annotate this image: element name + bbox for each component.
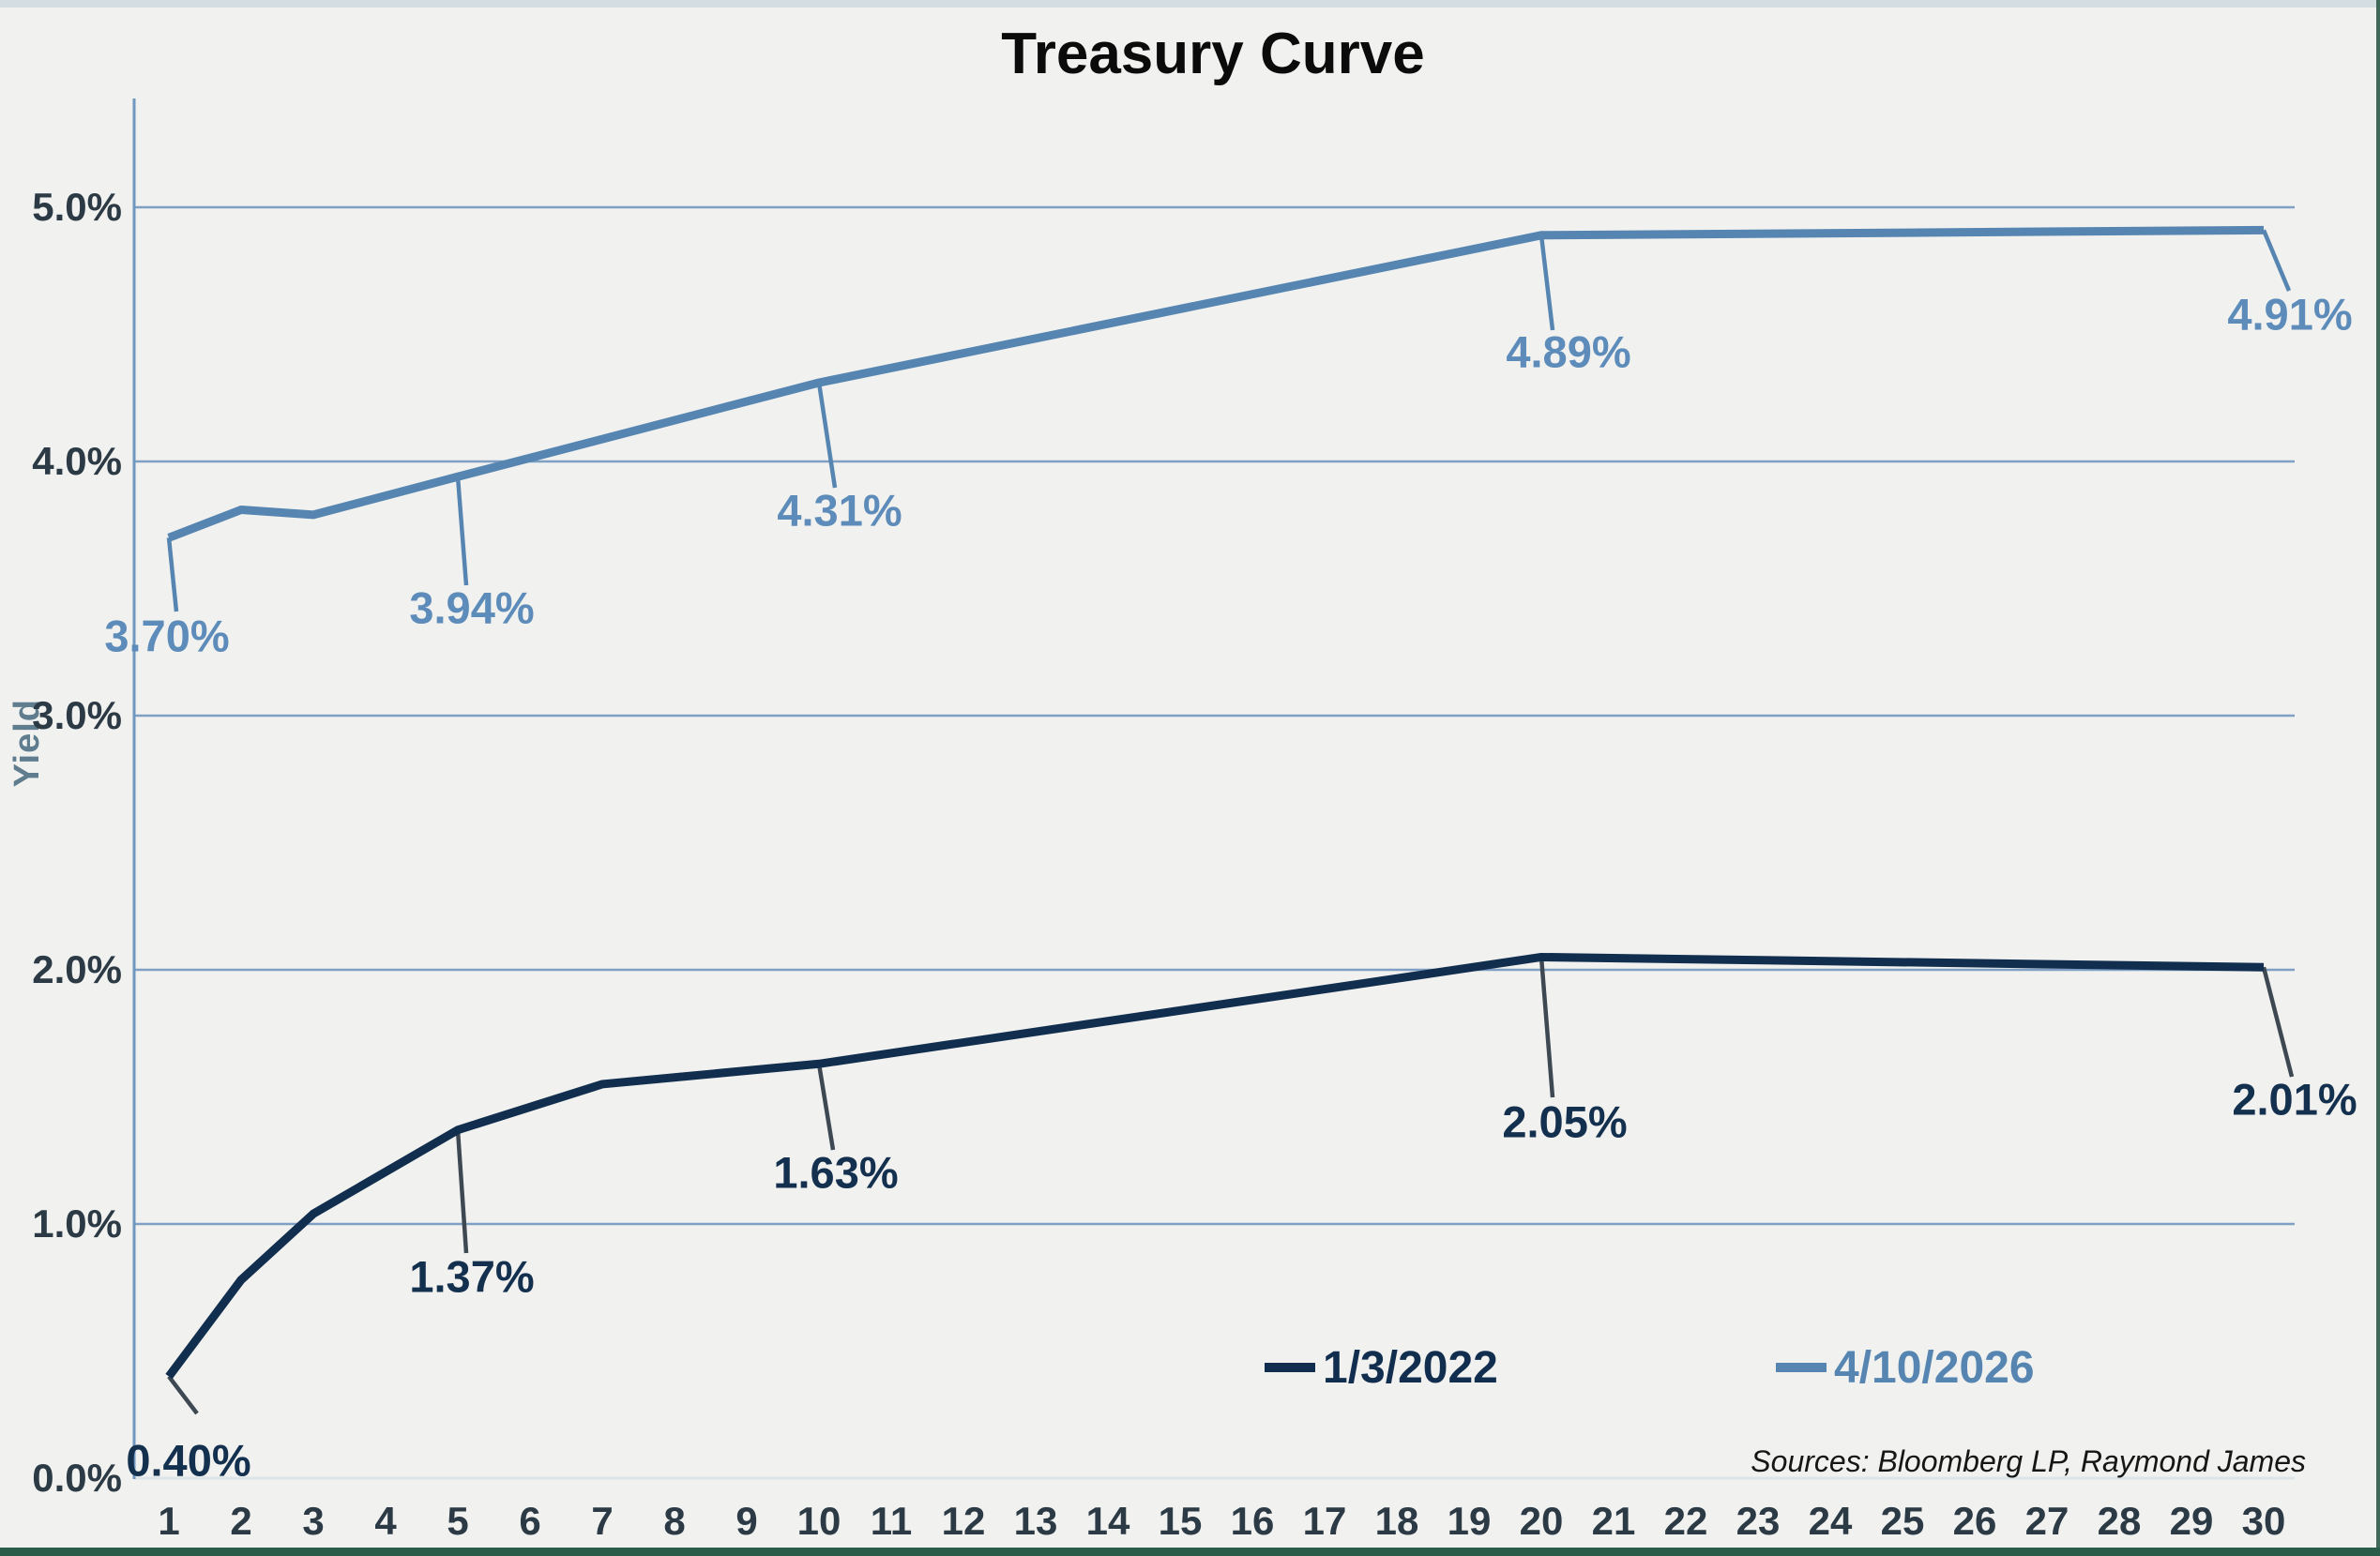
source-note: Sources: Bloomberg LP, Raymond James — [1751, 1444, 2306, 1478]
x-tick-label-26: 26 — [1952, 1499, 1997, 1543]
data-label-4-10-2026-x10: 4.31% — [777, 485, 902, 536]
data-label-leader — [816, 382, 838, 489]
data-label-4-10-2026-x30: 4.91% — [2227, 289, 2353, 340]
y-tick-label-0.0%: 0.0% — [32, 1456, 122, 1500]
x-tick-label-25: 25 — [1880, 1499, 1925, 1543]
x-tick-label-3: 3 — [302, 1499, 325, 1543]
x-tick-label-6: 6 — [519, 1499, 541, 1543]
data-label-1-3-2022-x1: 0.40% — [126, 1435, 251, 1486]
data-label-leader — [816, 1063, 836, 1151]
data-label-1-3-2022-x20: 2.05% — [1502, 1096, 1628, 1147]
x-tick-label-19: 19 — [1447, 1499, 1492, 1543]
data-label-leader — [2261, 966, 2295, 1078]
data-label-1-3-2022-x10: 1.63% — [773, 1147, 899, 1198]
top-border-strip — [0, 0, 2380, 8]
x-tick-label-18: 18 — [1374, 1499, 1419, 1543]
x-tick-label-2: 2 — [230, 1499, 252, 1543]
data-label-1-3-2022-x30: 2.01% — [2232, 1074, 2357, 1125]
data-label-1-3-2022-x5: 1.37% — [409, 1251, 535, 1302]
legend-item-4-10-2026: 4/10/2026 — [1776, 1341, 2035, 1394]
data-label-leader — [2261, 229, 2292, 292]
x-tick-label-10: 10 — [796, 1499, 841, 1543]
x-tick-label-1: 1 — [158, 1499, 180, 1543]
y-tick-label-4.0%: 4.0% — [32, 439, 122, 483]
data-label-leader — [166, 537, 179, 612]
y-tick-label-1.0%: 1.0% — [32, 1201, 122, 1246]
data-label-4-10-2026-x5: 3.94% — [409, 582, 535, 633]
data-label-leader — [1539, 957, 1555, 1098]
x-tick-label-9: 9 — [735, 1499, 758, 1543]
x-tick-label-23: 23 — [1736, 1499, 1781, 1543]
x-tick-label-13: 13 — [1013, 1499, 1058, 1543]
x-tick-label-17: 17 — [1302, 1499, 1347, 1543]
legend-label-4-10-2026: 4/10/2026 — [1834, 1342, 2035, 1393]
series-line-4-10-2026 — [167, 225, 2265, 542]
data-label-leader — [455, 1129, 469, 1254]
data-label-leader — [167, 1375, 199, 1415]
legend-item-1-3-2022: 1/3/2022 — [1265, 1341, 1498, 1394]
chart-title: Treasury Curve — [1001, 22, 1425, 86]
x-tick-label-27: 27 — [2024, 1499, 2069, 1543]
x-tick-label-24: 24 — [1808, 1499, 1853, 1543]
legend-label-1-3-2022: 1/3/2022 — [1323, 1342, 1498, 1393]
x-tick-label-28: 28 — [2097, 1499, 2142, 1543]
x-tick-label-4: 4 — [374, 1499, 397, 1543]
x-tick-label-15: 15 — [1158, 1499, 1203, 1543]
x-tick-label-8: 8 — [663, 1499, 686, 1543]
x-tick-label-30: 30 — [2241, 1499, 2286, 1543]
x-tick-label-16: 16 — [1230, 1499, 1275, 1543]
x-tick-label-20: 20 — [1519, 1499, 1564, 1543]
x-tick-label-14: 14 — [1085, 1499, 1130, 1543]
series-line-1-3-2022 — [165, 952, 2265, 1380]
x-tick-label-21: 21 — [1591, 1499, 1636, 1543]
legend-swatch-4-10-2026 — [1776, 1363, 1827, 1372]
x-tick-label-29: 29 — [2169, 1499, 2214, 1543]
data-label-leader — [455, 476, 469, 586]
x-tick-label-12: 12 — [941, 1499, 986, 1543]
data-label-4-10-2026-x20: 4.89% — [1506, 326, 1631, 377]
right-border-strip — [2376, 0, 2380, 1556]
x-tick-label-7: 7 — [591, 1499, 614, 1543]
y-tick-label-2.0%: 2.0% — [32, 947, 122, 991]
bottom-border-strip — [0, 1548, 2380, 1556]
x-tick-label-11: 11 — [870, 1499, 913, 1543]
legend-swatch-1-3-2022 — [1265, 1363, 1315, 1372]
x-tick-label-5: 5 — [447, 1499, 469, 1543]
data-label-leader — [1539, 234, 1555, 331]
data-label-4-10-2026-x1: 3.70% — [104, 611, 230, 661]
y-tick-label-5.0%: 5.0% — [32, 185, 122, 229]
x-tick-label-22: 22 — [1663, 1499, 1708, 1543]
y-tick-label-3.0%: 3.0% — [32, 693, 122, 737]
